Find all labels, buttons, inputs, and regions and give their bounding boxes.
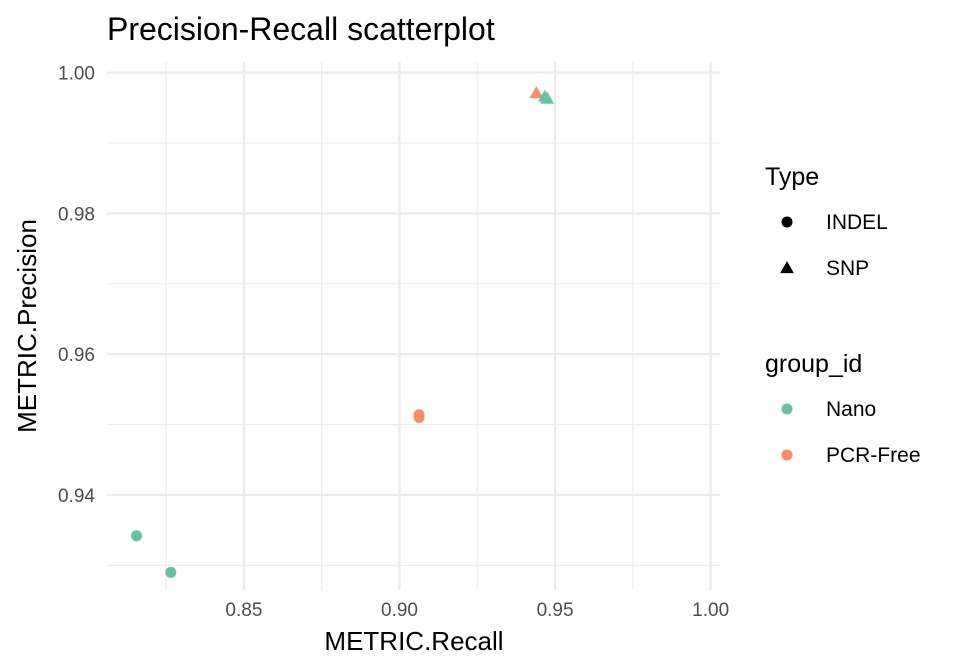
data-point xyxy=(529,86,544,99)
x-tick-label: 0.85 xyxy=(225,600,262,621)
legend-label: Nano xyxy=(826,398,876,421)
data-point xyxy=(165,566,177,578)
legend-label: PCR-Free xyxy=(826,444,921,467)
y-axis-title: METRIC.Precision xyxy=(12,219,42,433)
legend-label: INDEL xyxy=(826,211,888,234)
x-tick-label: 0.95 xyxy=(537,600,574,621)
x-tick-label: 1.00 xyxy=(692,600,729,621)
data-point xyxy=(131,530,143,542)
y-tick-label: 0.94 xyxy=(58,486,95,507)
legend-title: group_id xyxy=(765,350,862,378)
legend-key xyxy=(781,403,793,415)
data-point xyxy=(540,91,555,104)
x-axis-title: METRIC.Recall xyxy=(324,626,503,656)
legend-key xyxy=(781,216,793,228)
y-tick-label: 0.96 xyxy=(58,345,95,366)
legend: Type INDEL SNP group_id Nano PCR-Free xyxy=(765,163,921,467)
y-tick-label: 0.98 xyxy=(58,204,95,225)
x-tick-label: 0.90 xyxy=(381,600,418,621)
data-points xyxy=(131,86,555,578)
legend-title: Type xyxy=(765,163,819,191)
legend-key xyxy=(780,261,794,274)
legend-key xyxy=(781,449,793,461)
legend-label: SNP xyxy=(826,257,869,280)
tick-labels: 0.85 0.90 0.95 1.00 0.94 0.96 0.98 1.00 xyxy=(58,64,729,621)
y-tick-label: 1.00 xyxy=(58,64,95,85)
data-point xyxy=(413,412,425,424)
chart-title: Precision-Recall scatterplot xyxy=(107,11,495,47)
plot-grid xyxy=(107,62,720,590)
